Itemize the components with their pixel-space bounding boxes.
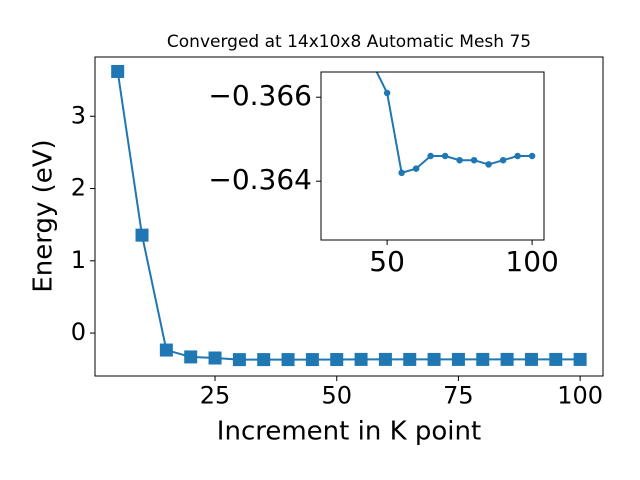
x-tick-label: 50 xyxy=(321,381,352,409)
marker xyxy=(549,352,563,366)
plot-frame xyxy=(320,71,545,241)
x-tick-label: 25 xyxy=(200,381,231,409)
marker xyxy=(135,228,149,242)
marker xyxy=(403,352,417,366)
marker xyxy=(427,152,434,160)
marker xyxy=(208,351,222,365)
marker xyxy=(456,156,463,164)
plot-clip xyxy=(111,64,587,367)
plot-clip xyxy=(375,72,536,177)
marker xyxy=(281,353,295,367)
y-tick-label: 0 xyxy=(71,318,86,346)
marker xyxy=(305,353,319,367)
marker xyxy=(524,352,538,366)
y-tick-label: −0.366 xyxy=(208,79,312,112)
y-axis-label: Energy (eV) xyxy=(29,139,59,292)
x-tick-label: 50 xyxy=(369,245,405,278)
marker xyxy=(232,353,246,367)
marker xyxy=(470,156,478,164)
marker xyxy=(427,352,441,366)
y-tick-label: 1 xyxy=(71,246,86,274)
marker xyxy=(485,161,492,168)
marker xyxy=(257,353,271,367)
marker xyxy=(500,352,514,366)
marker xyxy=(573,352,587,366)
marker xyxy=(398,169,405,177)
y-tick-label: −0.364 xyxy=(208,163,312,196)
marker xyxy=(441,152,449,160)
marker xyxy=(451,352,465,366)
marker xyxy=(476,352,490,366)
x-tick-label: 75 xyxy=(443,381,474,409)
marker xyxy=(354,352,368,366)
x-axis-label: Increment in K point xyxy=(217,417,481,447)
marker xyxy=(378,352,392,366)
y-tick-label: 2 xyxy=(71,174,86,202)
marker xyxy=(330,353,344,367)
marker xyxy=(528,152,536,160)
y-tick-label: 3 xyxy=(71,101,86,129)
marker xyxy=(383,89,391,97)
chart-title: Converged at 14x10x8 Automatic Mesh 75 xyxy=(167,32,531,52)
marker xyxy=(184,350,198,364)
marker xyxy=(412,165,420,172)
marker xyxy=(111,64,125,78)
marker xyxy=(514,152,521,160)
marker xyxy=(159,343,173,357)
plot-frame xyxy=(94,56,604,377)
x-tick-label: 100 xyxy=(557,381,603,409)
marker xyxy=(499,156,507,164)
x-tick-label: 100 xyxy=(505,245,558,278)
